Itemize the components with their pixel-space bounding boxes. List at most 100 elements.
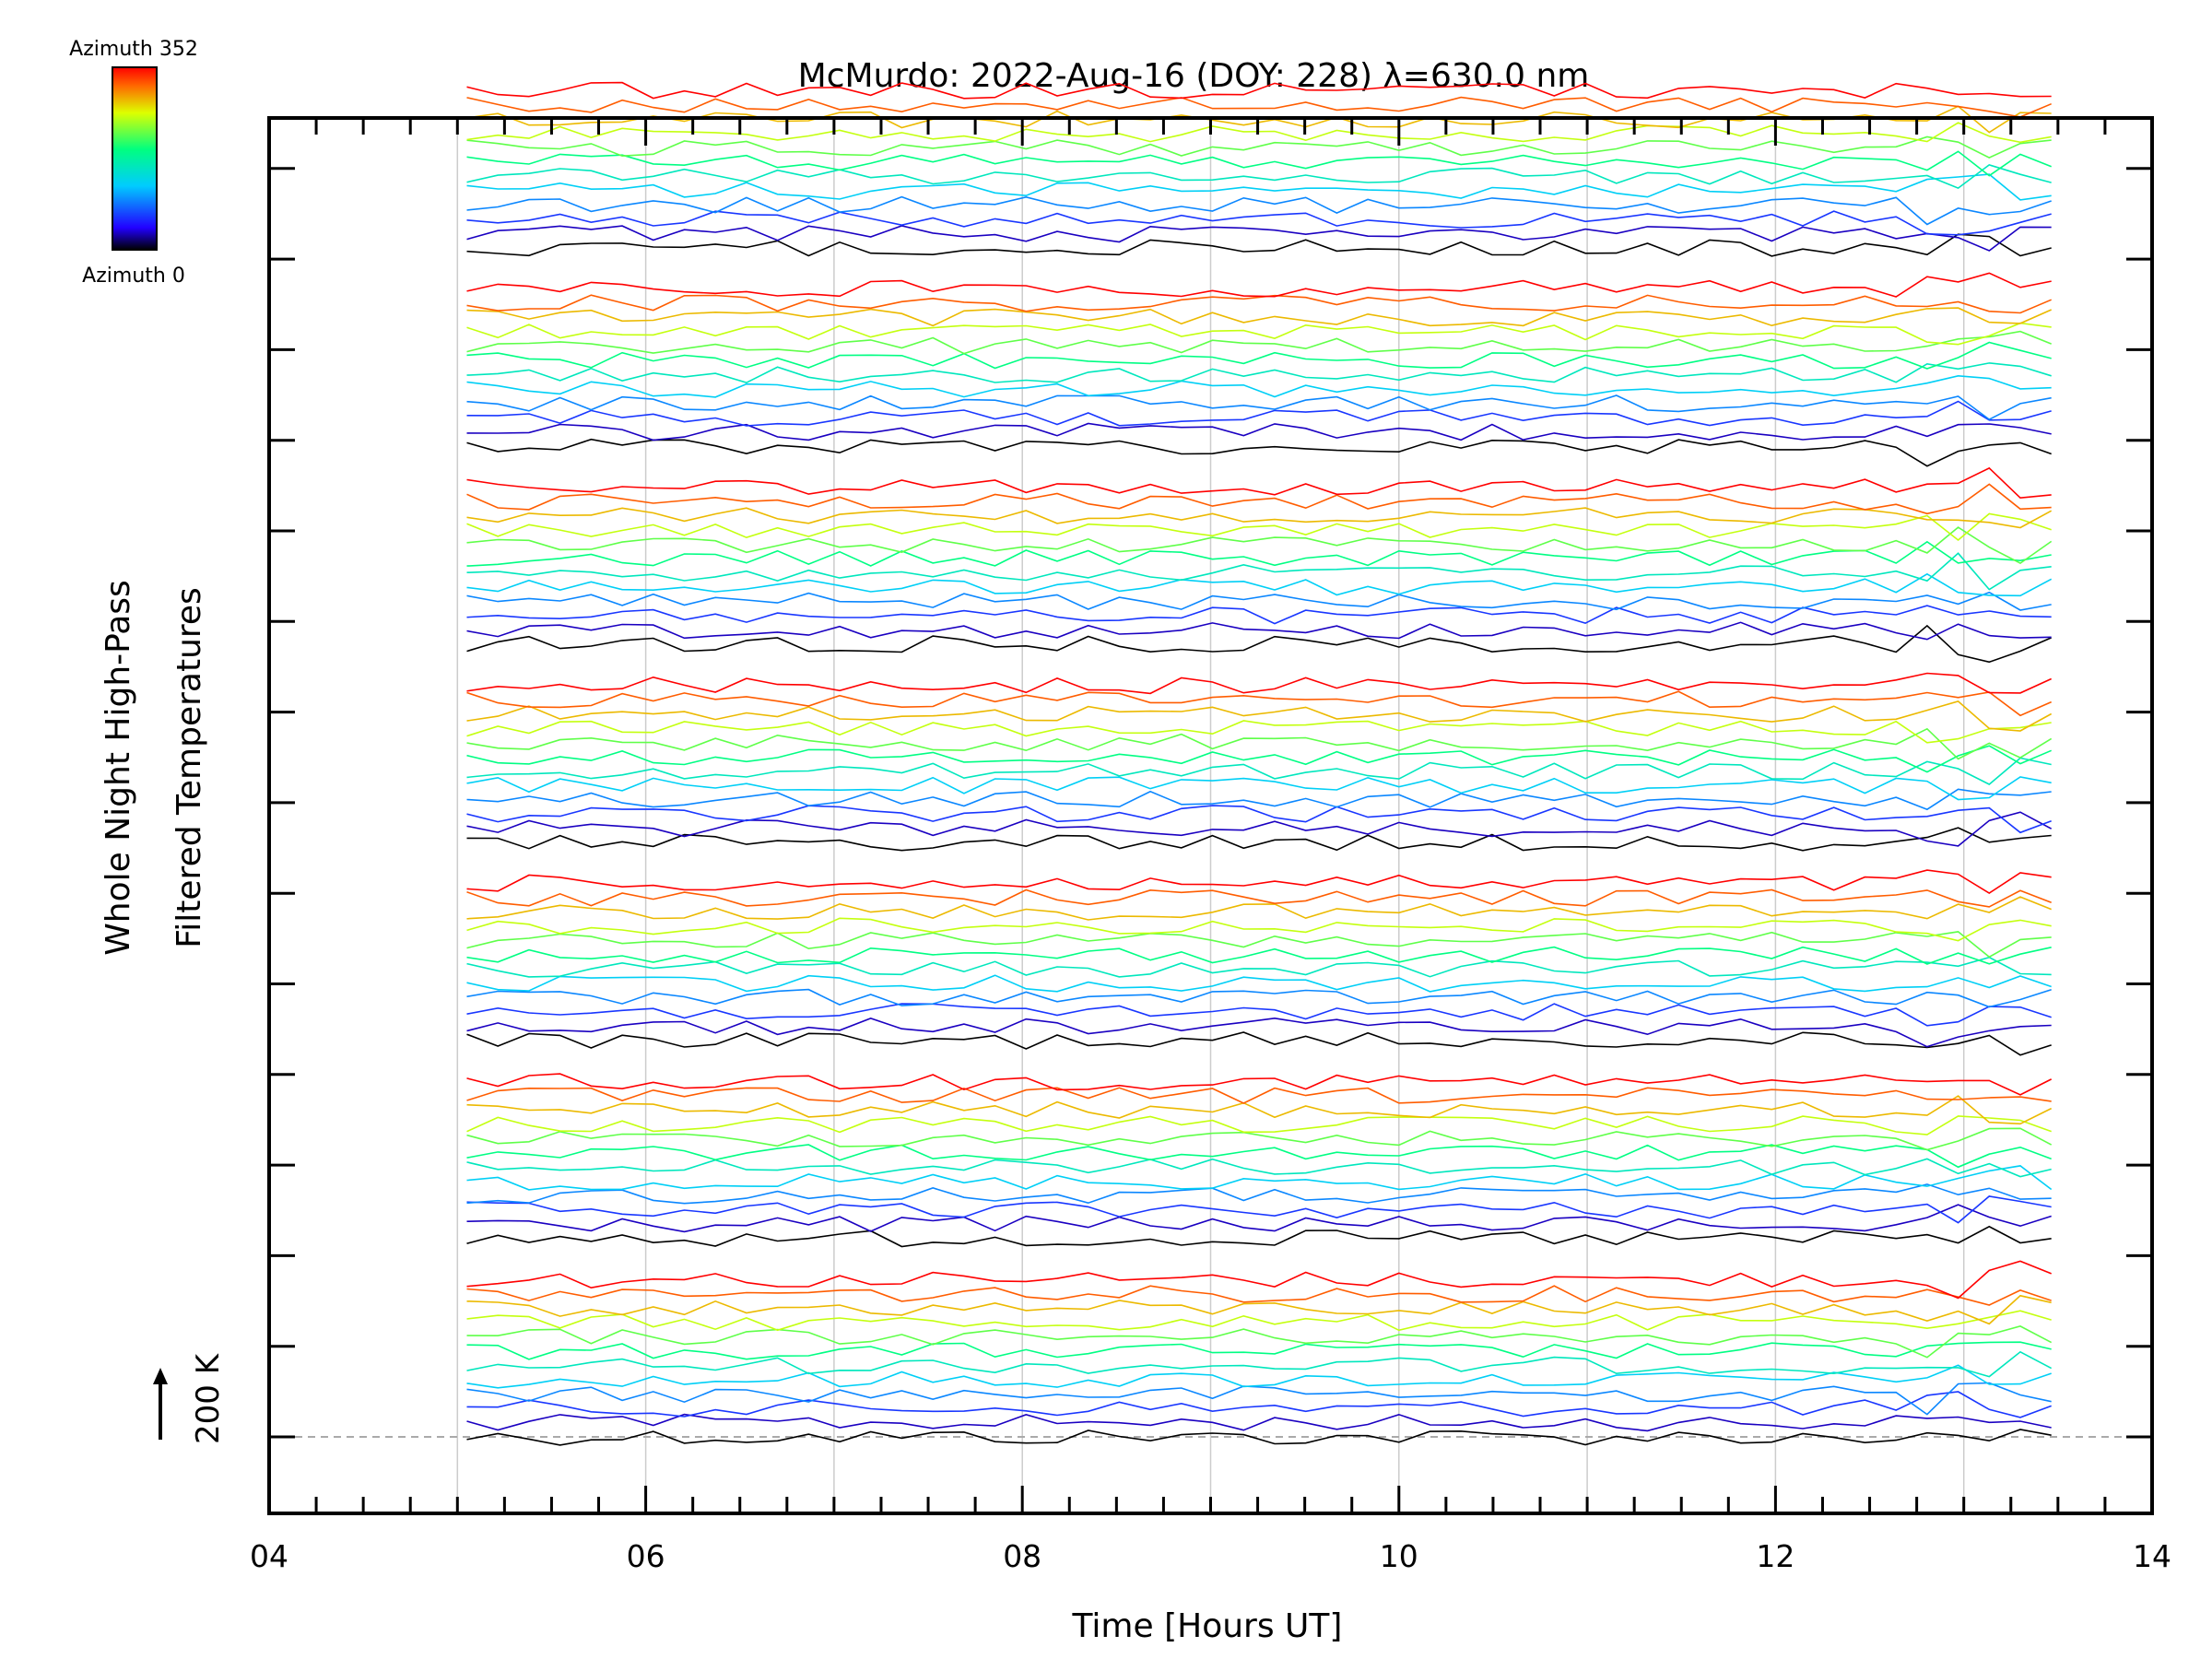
colorbar: Azimuth 352 Azimuth 0: [69, 38, 198, 288]
series-line: [466, 122, 2052, 144]
series-line: [466, 210, 2052, 236]
series-line: [466, 605, 2052, 625]
series-line: [466, 1195, 2052, 1224]
series-line: [466, 1382, 2052, 1416]
series-line: [466, 512, 2052, 542]
series-line: [466, 540, 2052, 567]
series-line: [466, 917, 2052, 942]
series-line: [466, 776, 2052, 801]
series-line: [466, 507, 2053, 529]
x-tick-label: 12: [1756, 1538, 1794, 1574]
series-line: [466, 483, 2052, 515]
series-line: [466, 307, 2053, 327]
series-line: [466, 1127, 2053, 1151]
series-line: [466, 362, 2052, 384]
series-line: [466, 621, 2052, 641]
series-line: [466, 1260, 2052, 1300]
series-line: [466, 811, 2053, 847]
series-line: [466, 757, 2052, 785]
series-line: [466, 946, 2052, 965]
x-tick-label: 06: [627, 1538, 665, 1574]
series-line: [466, 690, 2053, 717]
series-line: [466, 1095, 2053, 1125]
series-line: [466, 624, 2053, 664]
scale-bar: 200 K: [153, 1352, 227, 1444]
series-line: [466, 1115, 2052, 1135]
series-line: [466, 1429, 2052, 1446]
series-line: [466, 173, 2052, 201]
chart-title: McMurdo: 2022-Aug-16 (DOY: 228) λ=630.0 …: [798, 57, 1590, 95]
series-line: [466, 526, 2053, 565]
series-line: [466, 888, 2052, 908]
series-line: [466, 1350, 2053, 1378]
series-line: [466, 1325, 2053, 1359]
series-line: [466, 1003, 2052, 1027]
colorbar-bottom-label: Azimuth 0: [82, 265, 185, 288]
x-tick-label: 14: [2133, 1538, 2171, 1574]
series-line: [466, 700, 2053, 732]
series-line: [466, 896, 2052, 921]
series-line: [466, 1204, 2052, 1233]
series-line: [466, 135, 2052, 159]
series-line: [466, 1183, 2052, 1205]
series-line: [466, 869, 2052, 894]
series-line: [466, 1310, 2052, 1332]
series-line: [466, 466, 2052, 500]
series-line: [466, 164, 2052, 190]
series-line: [466, 805, 2052, 834]
x-tick-label: 04: [250, 1538, 288, 1574]
series-line: [466, 400, 2052, 427]
series-line: [466, 322, 2052, 346]
series-line: [466, 956, 2052, 978]
series-line: [466, 422, 2052, 441]
scale-bar-arrowhead: [153, 1368, 168, 1384]
series-line: [466, 150, 2052, 177]
series-line: [466, 931, 2052, 959]
series-line: [466, 1294, 2052, 1325]
series-line: [466, 81, 2052, 100]
series-line: [466, 1165, 2053, 1191]
series-line: [466, 988, 2052, 1008]
series-line: [466, 374, 2052, 398]
series-line: [466, 1158, 2052, 1178]
series-line: [466, 1391, 2052, 1418]
x-tick-label: 10: [1380, 1538, 1418, 1574]
series-line: [466, 1144, 2052, 1169]
series-line: [466, 1017, 2052, 1048]
series-line: [466, 572, 2053, 597]
scale-bar-label: 200 K: [190, 1352, 227, 1444]
series-lines: [466, 81, 2053, 1446]
series-line: [466, 745, 2053, 773]
series-line: [466, 974, 2052, 993]
series-line: [466, 720, 2052, 744]
series-line: [466, 1364, 2052, 1389]
series-line: [466, 1073, 2053, 1096]
series-line: [466, 438, 2052, 467]
series-line: [466, 1341, 2052, 1360]
series-line: [466, 591, 2052, 611]
series-line: [466, 827, 2052, 852]
y-axis-label-line1: Whole Night High-Pass: [100, 580, 137, 956]
series-line: [466, 1031, 2052, 1056]
x-tick-labels: 04 06 08 10 12 14: [250, 1538, 2171, 1574]
series-line: [466, 394, 2052, 421]
series-line: [466, 1087, 2052, 1104]
y-axis-label-line2: Filtered Temperatures: [171, 587, 208, 948]
series-line: [466, 672, 2053, 695]
series-line: [466, 552, 2052, 591]
series-line: [466, 233, 2052, 257]
series-line: [466, 195, 2052, 226]
series-line: [466, 788, 2052, 811]
series-line: [466, 294, 2053, 314]
series-line: [466, 96, 2053, 118]
x-axis-label: Time [Hours UT]: [1072, 1607, 1343, 1645]
colorbar-top-label: Azimuth 352: [69, 38, 198, 61]
series-line: [466, 225, 2052, 252]
series-line: [466, 727, 2053, 760]
colorbar-gradient: [112, 66, 158, 251]
series-line: [466, 341, 2052, 370]
series-line: [466, 1413, 2052, 1432]
axis-ticks: [267, 118, 2154, 1513]
series-line: [466, 330, 2052, 355]
